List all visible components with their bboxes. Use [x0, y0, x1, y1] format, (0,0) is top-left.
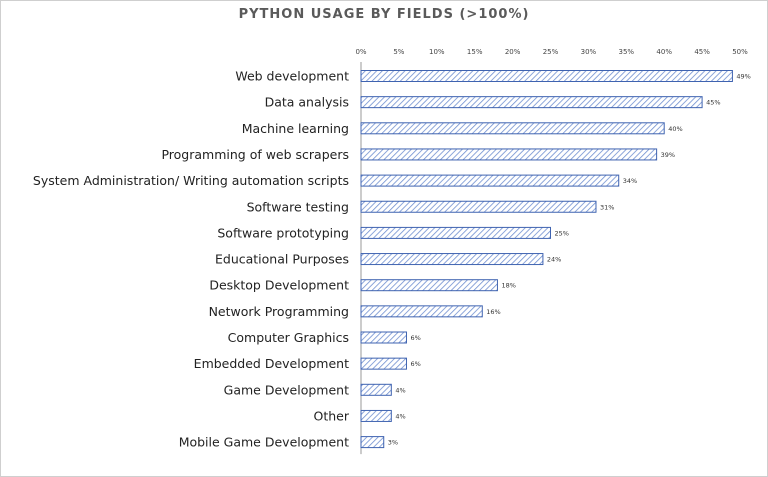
- bar: [360, 357, 407, 370]
- bar: [360, 148, 658, 161]
- bar: [360, 96, 703, 109]
- category-label: Web development: [235, 69, 349, 84]
- data-label: 39%: [661, 151, 675, 159]
- x-tick-label: 15%: [467, 48, 483, 56]
- chart-title: PYTHON USAGE BY FIELDS (>100%): [238, 7, 530, 22]
- data-label: 6%: [410, 334, 420, 342]
- data-label: 4%: [395, 412, 405, 420]
- category-label: Desktop Development: [209, 278, 349, 293]
- bar: [360, 226, 551, 239]
- category-label: Game Development: [224, 382, 349, 397]
- data-label: 40%: [668, 125, 682, 133]
- bar: [360, 331, 407, 344]
- category-label: Software testing: [247, 199, 349, 214]
- data-label: 49%: [736, 73, 750, 81]
- data-label: 25%: [555, 229, 569, 237]
- category-label: Mobile Game Development: [179, 435, 349, 450]
- data-label: 31%: [600, 203, 614, 211]
- category-label: Programming of web scrapers: [161, 147, 349, 162]
- data-label: 24%: [547, 256, 561, 264]
- category-label: Data analysis: [265, 95, 349, 110]
- x-tick-label: 25%: [543, 48, 559, 56]
- category-label: Computer Graphics: [228, 330, 349, 345]
- bar: [360, 409, 392, 422]
- x-tick-label: 30%: [581, 48, 597, 56]
- x-tick-label: 35%: [619, 48, 635, 56]
- data-label: 4%: [395, 386, 405, 394]
- data-label: 16%: [486, 308, 500, 316]
- data-label: 34%: [623, 177, 637, 185]
- bar: [360, 305, 483, 318]
- bar: [360, 279, 498, 292]
- bar: [360, 253, 544, 266]
- data-label: 6%: [410, 360, 420, 368]
- bar: [360, 70, 733, 82]
- data-label: 3%: [388, 439, 398, 447]
- x-tick-label: 0%: [355, 48, 366, 56]
- category-label: Educational Purposes: [215, 252, 349, 267]
- bar: [360, 383, 392, 396]
- bar: [360, 174, 620, 187]
- category-label: Machine learning: [242, 121, 349, 136]
- category-label: Embedded Development: [194, 356, 349, 371]
- category-label: Software prototyping: [217, 225, 349, 240]
- bar: [360, 122, 665, 135]
- category-label: System Administration/ Writing automatio…: [33, 173, 349, 188]
- data-label: 18%: [501, 282, 515, 290]
- x-tick-label: 40%: [656, 48, 672, 56]
- x-tick-label: 20%: [505, 48, 521, 56]
- category-label: Other: [314, 408, 350, 423]
- data-label: 45%: [706, 99, 720, 107]
- x-tick-label: 10%: [429, 48, 445, 56]
- bar: [360, 200, 597, 213]
- bar: [360, 436, 385, 449]
- x-tick-label: 50%: [732, 48, 748, 56]
- x-tick-label: 5%: [393, 48, 404, 56]
- x-tick-label: 45%: [694, 48, 710, 56]
- category-label: Network Programming: [209, 304, 349, 319]
